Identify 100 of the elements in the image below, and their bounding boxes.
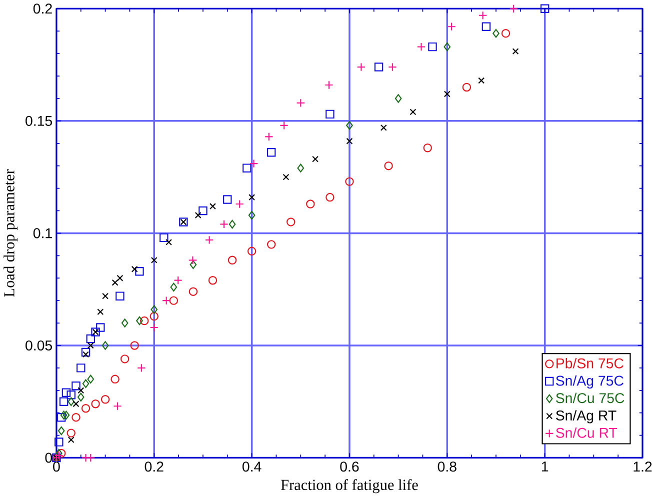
- point: [68, 436, 74, 444]
- point: [54, 451, 64, 460]
- x-tick-label: 0.8: [438, 462, 456, 472]
- y-tick-label: 0: [45, 452, 52, 463]
- point: [509, 4, 518, 14]
- point: [428, 42, 437, 52]
- point: [306, 200, 315, 208]
- x-tick-label: 0.6: [340, 462, 359, 472]
- point: [188, 287, 198, 296]
- point: [501, 29, 510, 38]
- point: [140, 316, 149, 326]
- point: [121, 318, 128, 328]
- point: [162, 296, 171, 306]
- point: [194, 212, 202, 219]
- legend-label: Sn/Cu RT: [556, 428, 618, 438]
- point: [447, 22, 456, 32]
- y-tick-label: 0.05: [26, 340, 52, 351]
- y-tick-label: 0.15: [26, 116, 52, 126]
- point: [68, 397, 75, 406]
- y-tick-label: 0.1: [33, 228, 52, 238]
- point: [540, 4, 550, 14]
- point: [72, 413, 80, 422]
- point: [87, 374, 94, 384]
- point: [77, 392, 84, 402]
- point: [72, 382, 80, 390]
- point: [374, 62, 384, 72]
- point: [326, 192, 334, 202]
- point: [120, 354, 130, 364]
- point: [190, 260, 197, 270]
- point: [220, 220, 228, 229]
- point: [76, 364, 86, 372]
- legend-label: Pb/Sn 75C: [556, 358, 624, 368]
- point: [131, 266, 138, 272]
- point: [112, 279, 118, 286]
- point: [297, 164, 304, 173]
- point: [102, 341, 109, 350]
- legend-label: Sn/Ag RT: [556, 410, 616, 424]
- point: [58, 426, 65, 436]
- point: [82, 351, 90, 358]
- point: [82, 379, 90, 388]
- point: [345, 177, 354, 186]
- point: [102, 292, 109, 300]
- x-axis-title: Fraction of fatigue life: [280, 479, 418, 494]
- point: [170, 282, 178, 292]
- point: [394, 94, 402, 103]
- point: [136, 316, 143, 326]
- point: [137, 364, 146, 372]
- point: [96, 323, 105, 332]
- point: [228, 256, 237, 265]
- point: [208, 276, 218, 285]
- x-tick-label: 0.4: [242, 462, 262, 472]
- point: [280, 121, 288, 130]
- point: [296, 98, 306, 108]
- point: [72, 400, 80, 408]
- point: [209, 203, 216, 210]
- point: [444, 90, 450, 98]
- point: [150, 256, 158, 264]
- point: [166, 239, 172, 246]
- point: [56, 413, 66, 422]
- x-tick-label: 1.2: [634, 462, 652, 472]
- point: [204, 236, 214, 244]
- y-axis-title: Load drop parameter: [4, 169, 18, 297]
- point: [86, 453, 96, 462]
- point: [100, 395, 110, 404]
- legend-label: Sn/Ag 75C: [556, 375, 624, 389]
- point: [492, 29, 500, 38]
- point: [264, 132, 274, 142]
- point: [55, 448, 62, 458]
- point: [512, 48, 519, 55]
- point: [384, 162, 393, 170]
- point: [56, 448, 66, 458]
- point: [478, 77, 485, 84]
- point: [54, 438, 64, 446]
- point: [62, 388, 71, 398]
- point: [326, 110, 334, 119]
- point: [416, 42, 426, 52]
- point: [78, 387, 84, 394]
- point: [116, 292, 124, 301]
- point: [286, 218, 296, 226]
- point: [346, 121, 353, 130]
- point: [113, 402, 122, 411]
- point: [59, 397, 68, 406]
- point: [248, 194, 256, 201]
- point: [130, 341, 139, 350]
- point: [228, 220, 236, 229]
- point: [266, 148, 276, 157]
- point: [266, 240, 276, 249]
- point: [135, 267, 144, 276]
- point: [150, 323, 158, 332]
- point: [81, 348, 90, 357]
- point: [87, 342, 94, 349]
- point: [110, 374, 120, 384]
- point: [116, 274, 124, 282]
- point: [188, 256, 198, 265]
- point: [150, 305, 158, 314]
- point: [346, 138, 353, 144]
- point: [482, 22, 491, 32]
- point: [97, 308, 104, 316]
- point: [356, 62, 366, 72]
- point: [223, 195, 232, 204]
